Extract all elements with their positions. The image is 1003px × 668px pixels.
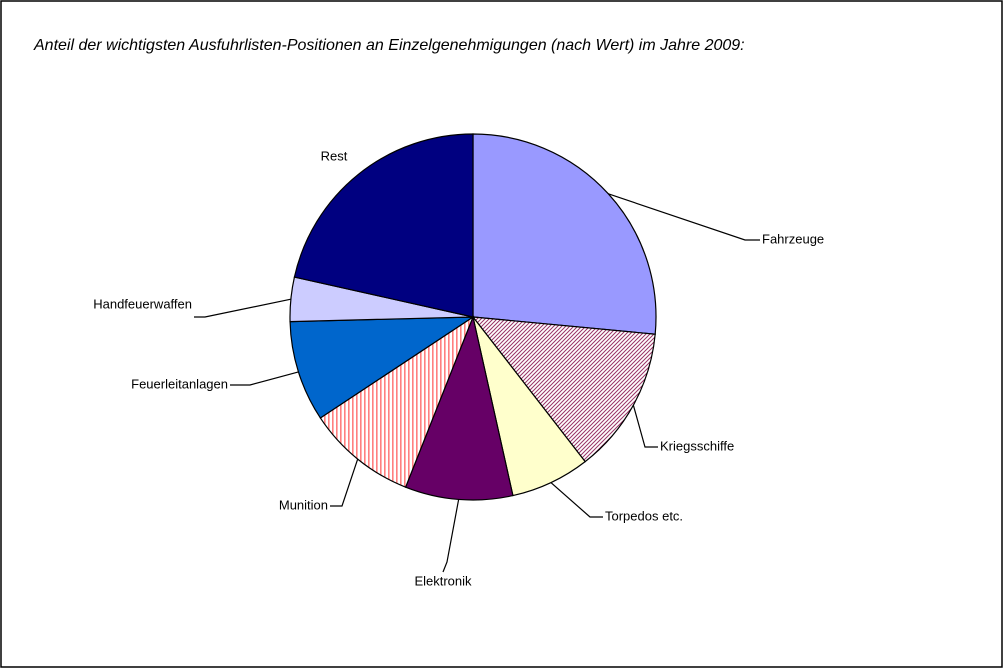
pie-slice xyxy=(289,316,476,419)
slice-label: Kriegsschiffe xyxy=(660,438,734,453)
leader-line xyxy=(550,482,603,518)
slice-label: Handfeuerwaffen xyxy=(93,296,192,311)
leader-line xyxy=(330,458,359,507)
pie-slice xyxy=(472,133,657,335)
leader-line xyxy=(442,499,460,573)
slice-label: Fahrzeuge xyxy=(762,231,824,246)
slice-label: Munition xyxy=(279,497,328,512)
pie-slice xyxy=(471,316,656,463)
pie-slice xyxy=(293,133,474,318)
leader-line xyxy=(632,405,658,448)
slice-label: Elektronik xyxy=(414,573,472,588)
chart-title: Anteil der wichtigsten Ausfuhrlisten-Pos… xyxy=(34,37,745,54)
leader-line xyxy=(608,193,760,241)
slice-label: Feuerleitanlagen xyxy=(131,376,228,391)
leader-line xyxy=(230,371,299,386)
slice-label: Torpedos etc. xyxy=(605,508,683,523)
leader-line xyxy=(194,298,291,318)
pie-slice xyxy=(319,315,475,488)
slice-label: Rest xyxy=(321,148,348,163)
